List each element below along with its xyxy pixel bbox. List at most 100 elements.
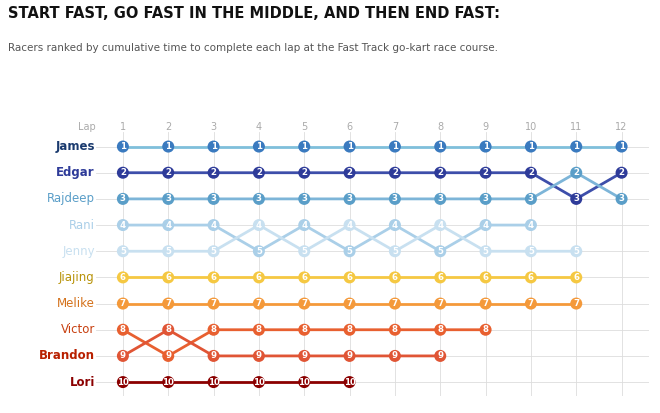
Point — [253, 248, 264, 254]
Text: Victor: Victor — [61, 323, 95, 336]
Point — [525, 196, 536, 202]
Point — [163, 379, 174, 385]
Point — [209, 379, 219, 385]
Text: 7: 7 — [437, 299, 444, 308]
Text: 8: 8 — [482, 325, 488, 334]
Point — [616, 169, 627, 176]
Point — [525, 169, 536, 176]
Point — [163, 222, 174, 228]
Text: 5: 5 — [301, 122, 308, 132]
Text: 6: 6 — [528, 273, 534, 282]
Text: 7: 7 — [392, 122, 398, 132]
Text: 3: 3 — [437, 195, 444, 203]
Text: 9: 9 — [346, 351, 352, 361]
Text: 4: 4 — [301, 221, 308, 230]
Text: 1: 1 — [392, 142, 398, 151]
Point — [480, 143, 491, 150]
Text: 8: 8 — [437, 122, 444, 132]
Text: 2: 2 — [482, 168, 488, 177]
Text: 8: 8 — [437, 325, 444, 334]
Point — [616, 196, 627, 202]
Text: 7: 7 — [211, 299, 216, 308]
Point — [253, 353, 264, 359]
Point — [389, 169, 400, 176]
Point — [299, 300, 310, 307]
Point — [163, 248, 174, 254]
Point — [480, 196, 491, 202]
Text: 3: 3 — [618, 195, 624, 203]
Point — [209, 274, 219, 281]
Text: 2: 2 — [165, 168, 171, 177]
Text: 4: 4 — [120, 221, 126, 230]
Point — [480, 248, 491, 254]
Point — [299, 222, 310, 228]
Point — [299, 326, 310, 333]
Text: 6: 6 — [211, 273, 216, 282]
Point — [253, 169, 264, 176]
Point — [117, 326, 128, 333]
Text: 4: 4 — [528, 221, 534, 230]
Point — [571, 248, 581, 254]
Text: 2: 2 — [211, 168, 216, 177]
Text: 6: 6 — [165, 273, 171, 282]
Text: 2: 2 — [528, 168, 534, 177]
Text: 9: 9 — [211, 351, 216, 361]
Text: 7: 7 — [573, 299, 579, 308]
Point — [389, 248, 400, 254]
Text: 1: 1 — [165, 142, 171, 151]
Point — [389, 300, 400, 307]
Text: 4: 4 — [256, 122, 262, 132]
Point — [299, 274, 310, 281]
Text: 1: 1 — [120, 122, 126, 132]
Text: 9: 9 — [165, 351, 171, 361]
Text: 7: 7 — [482, 299, 488, 308]
Point — [117, 248, 128, 254]
Text: 4: 4 — [346, 221, 352, 230]
Text: 1: 1 — [256, 142, 262, 151]
Point — [299, 353, 310, 359]
Text: 8: 8 — [165, 325, 171, 334]
Text: START FAST, GO FAST IN THE MIDDLE, AND THEN END FAST:: START FAST, GO FAST IN THE MIDDLE, AND T… — [8, 6, 500, 21]
Point — [345, 248, 355, 254]
Text: 2: 2 — [346, 168, 352, 177]
Text: 5: 5 — [574, 247, 579, 256]
Text: 4: 4 — [392, 221, 398, 230]
Text: 6: 6 — [392, 273, 398, 282]
Text: 1: 1 — [120, 142, 126, 151]
Text: 9: 9 — [437, 351, 444, 361]
Text: Lori: Lori — [69, 375, 95, 389]
Text: 9: 9 — [120, 351, 126, 361]
Text: 1: 1 — [211, 142, 216, 151]
Point — [345, 143, 355, 150]
Text: 9: 9 — [392, 351, 398, 361]
Text: 7: 7 — [392, 299, 398, 308]
Point — [435, 274, 446, 281]
Point — [435, 143, 446, 150]
Point — [345, 379, 355, 385]
Point — [345, 222, 355, 228]
Text: 11: 11 — [570, 122, 582, 132]
Text: 2: 2 — [574, 168, 579, 177]
Text: 1: 1 — [528, 142, 534, 151]
Text: 2: 2 — [165, 122, 172, 132]
Text: 5: 5 — [165, 247, 171, 256]
Point — [435, 353, 446, 359]
Point — [117, 379, 128, 385]
Text: 7: 7 — [528, 299, 534, 308]
Text: 1: 1 — [574, 142, 579, 151]
Text: 5: 5 — [528, 247, 534, 256]
Point — [209, 143, 219, 150]
Point — [253, 274, 264, 281]
Point — [345, 169, 355, 176]
Point — [117, 143, 128, 150]
Text: 3: 3 — [120, 195, 126, 203]
Point — [163, 143, 174, 150]
Text: 6: 6 — [482, 273, 488, 282]
Point — [163, 274, 174, 281]
Text: 7: 7 — [120, 299, 126, 308]
Text: Jiajing: Jiajing — [59, 271, 95, 284]
Text: Edgar: Edgar — [56, 166, 95, 179]
Text: 2: 2 — [437, 168, 444, 177]
Point — [163, 300, 174, 307]
Point — [480, 300, 491, 307]
